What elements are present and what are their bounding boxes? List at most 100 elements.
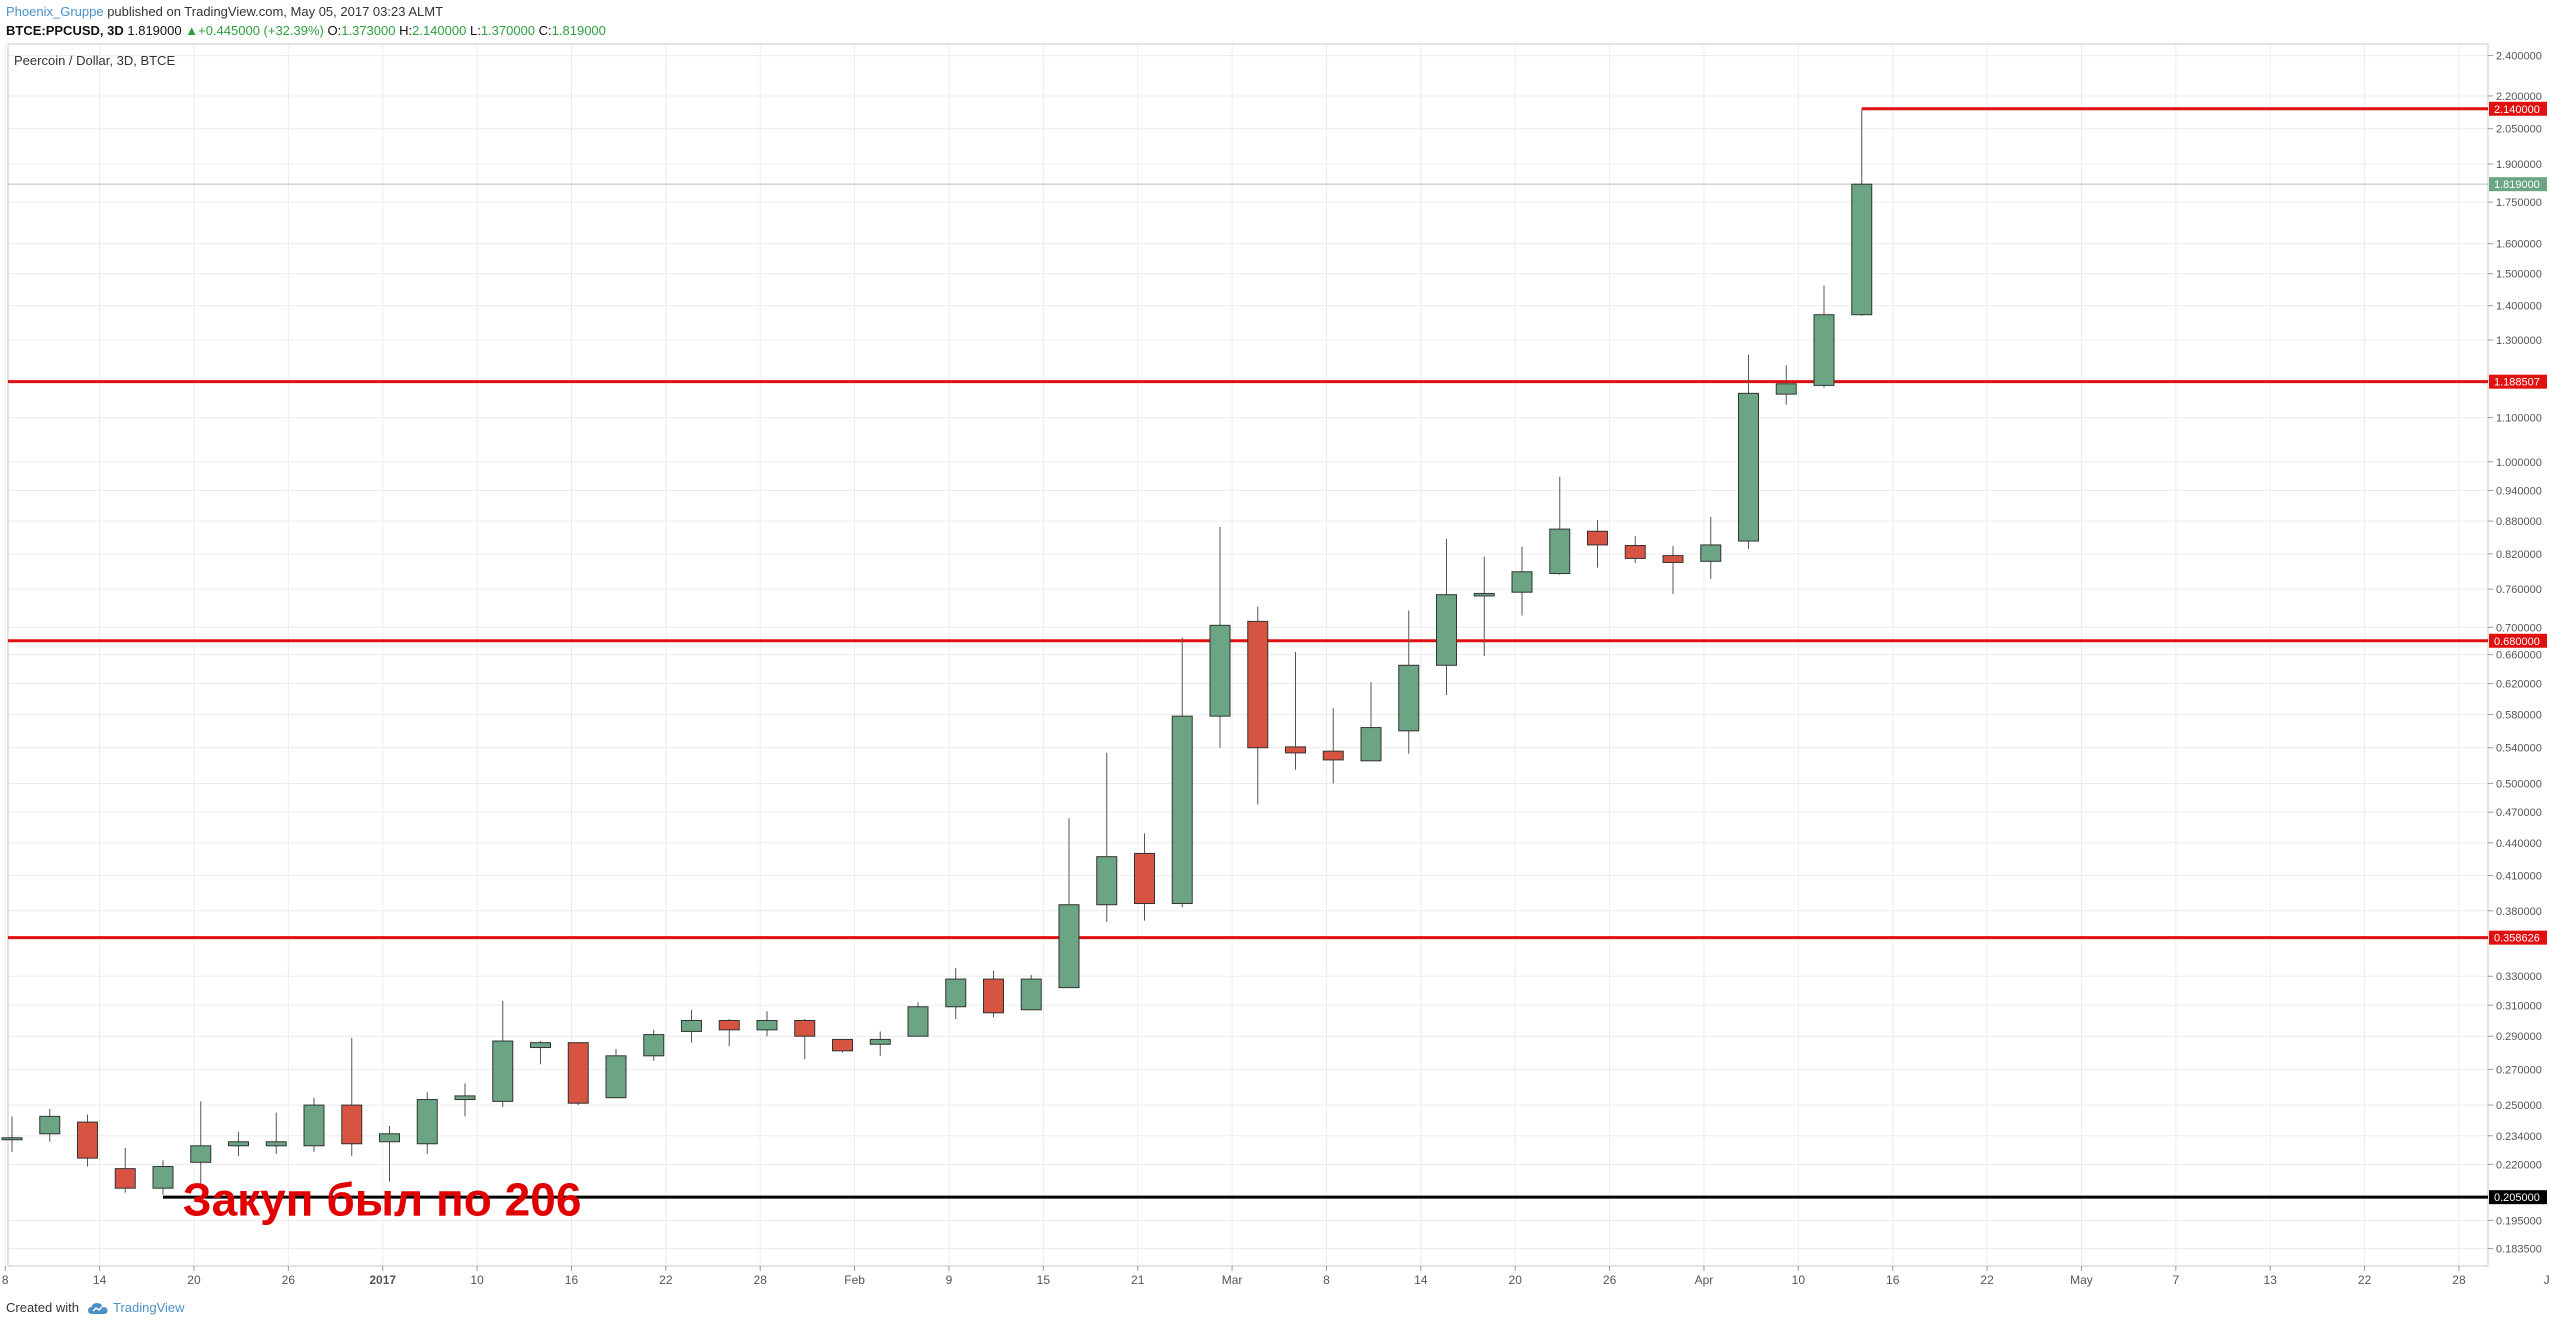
- candle: [1473, 556, 1495, 657]
- grid: [4, 44, 2488, 1266]
- price-axis[interactable]: 2.400000 2.200000 2.050000 1.900000 1.750000…: [2488, 51, 2542, 1256]
- author-link[interactable]: Phoenix_Gruppe: [6, 4, 104, 19]
- candle-body: [265, 1141, 287, 1147]
- price-label-bg: [2489, 930, 2547, 945]
- candle-body: [1020, 978, 1042, 1011]
- y-tick-label: 0.470000: [2496, 807, 2542, 819]
- candle-body: [530, 1042, 551, 1049]
- candle-body: [1, 1137, 23, 1141]
- price-label-text: 1.819000: [2494, 179, 2540, 191]
- x-tick-label: 8: [2, 1273, 9, 1287]
- candle-body: [567, 1042, 589, 1104]
- candle-body: [1285, 746, 1306, 754]
- x-tick-label: 20: [1509, 1273, 1523, 1287]
- price-labels: 2.140000 1.188507 0.680000 0.358626 1.819000…: [2489, 101, 2547, 1205]
- y-tick-label: 0.940000: [2496, 486, 2542, 498]
- candle: [341, 1037, 363, 1157]
- y-tick-label: 0.700000: [2496, 622, 2542, 634]
- candle: [1360, 682, 1382, 762]
- y-tick-label: 0.410000: [2496, 871, 2542, 883]
- tradingview-link[interactable]: TradingView: [87, 1298, 185, 1318]
- price-label-text: 1.188507: [2494, 377, 2540, 389]
- x-tick-label: Jun: [2544, 1273, 2550, 1287]
- candle-body: [1398, 664, 1420, 732]
- candle: [1813, 285, 1835, 388]
- chart-title: Peercoin / Dollar, 3D, BTCE: [14, 53, 175, 68]
- candle-body: [794, 1019, 816, 1037]
- x-tick-label: 16: [1886, 1273, 1900, 1287]
- open-label: O:: [327, 23, 342, 38]
- candle: [228, 1131, 249, 1157]
- candle: [77, 1114, 98, 1167]
- candle-body: [379, 1133, 400, 1143]
- x-tick-label: Feb: [844, 1273, 865, 1287]
- y-tick-label: 1.100000: [2496, 413, 2542, 425]
- candle-body: [1662, 555, 1684, 563]
- candle: [114, 1147, 136, 1193]
- candle-body: [945, 978, 967, 1008]
- candle-body: [1851, 183, 1873, 316]
- level-lines[interactable]: [8, 107, 2488, 1199]
- x-tick-label: 15: [1037, 1273, 1051, 1287]
- candle-body: [416, 1099, 438, 1145]
- last-price: 1.819000: [127, 23, 182, 38]
- y-tick-label: 0.820000: [2496, 549, 2542, 561]
- time-axis[interactable]: 8 14 20 26 2017 10 16 22 28 Feb 9 15 21 Mar 8 14 20 26 Apr…: [2, 1266, 2550, 1287]
- x-tick-label: 14: [93, 1273, 107, 1287]
- tradingview-cloud-icon: [87, 1303, 108, 1314]
- created-with-text: Created with: [6, 1300, 79, 1315]
- candle: [190, 1101, 212, 1186]
- candle: [265, 1112, 287, 1154]
- x-tick-label: 26: [1603, 1273, 1617, 1287]
- x-tick-label: 14: [1414, 1273, 1428, 1287]
- candle: [1738, 354, 1759, 549]
- candle-body: [39, 1115, 61, 1135]
- purchase-annotation: Закуп был по 206: [183, 1173, 582, 1225]
- candle: [1, 1116, 23, 1152]
- candle-body: [1096, 856, 1118, 906]
- y-tick-label: 0.234000: [2496, 1131, 2542, 1143]
- y-tick-label: 1.400000: [2496, 301, 2542, 313]
- candle: [454, 1083, 476, 1117]
- price-label-bg: [2489, 101, 2547, 116]
- candle-body: [492, 1040, 514, 1102]
- y-tick-label: 2.400000: [2496, 51, 2542, 63]
- candle-body: [718, 1019, 740, 1031]
- candle-body: [454, 1095, 476, 1101]
- candle: [1171, 637, 1193, 908]
- candle: [945, 967, 967, 1019]
- price-label: 1.819000: [2489, 177, 2547, 192]
- candle: [39, 1108, 61, 1142]
- price-label-text: 0.680000: [2494, 636, 2540, 648]
- y-tick-label: 0.183500: [2496, 1244, 2542, 1256]
- y-tick-label: 1.900000: [2496, 159, 2542, 171]
- high-value: 2.140000: [412, 23, 467, 38]
- y-tick-label: 2.200000: [2496, 91, 2542, 103]
- candle-body: [983, 978, 1004, 1014]
- low-value: 1.370000: [480, 23, 536, 38]
- candle-body: [1775, 383, 1797, 395]
- price-label-bg: [2489, 1190, 2547, 1205]
- candle-body: [1171, 715, 1193, 905]
- y-tick-label: 0.380000: [2496, 906, 2542, 918]
- candle-body: [1247, 620, 1269, 749]
- candle: [794, 1018, 816, 1060]
- x-tick-label: 2017: [369, 1273, 396, 1287]
- candle-body: [907, 1006, 929, 1037]
- candle: [492, 1000, 514, 1107]
- y-tick-label: 1.750000: [2496, 197, 2542, 209]
- candle: [1624, 536, 1646, 564]
- candle: [907, 1002, 929, 1037]
- candle-body: [114, 1168, 136, 1189]
- candle: [1549, 476, 1571, 575]
- candle: [1436, 538, 1457, 695]
- candle-body: [1058, 904, 1080, 989]
- open-value: 1.373000: [341, 23, 396, 38]
- x-tick-label: 20: [187, 1273, 201, 1287]
- candle: [1134, 833, 1155, 921]
- candle: [1285, 651, 1306, 770]
- candle: [1662, 546, 1684, 595]
- y-tick-label: 0.500000: [2496, 778, 2542, 790]
- x-tick-label: May: [2070, 1273, 2093, 1287]
